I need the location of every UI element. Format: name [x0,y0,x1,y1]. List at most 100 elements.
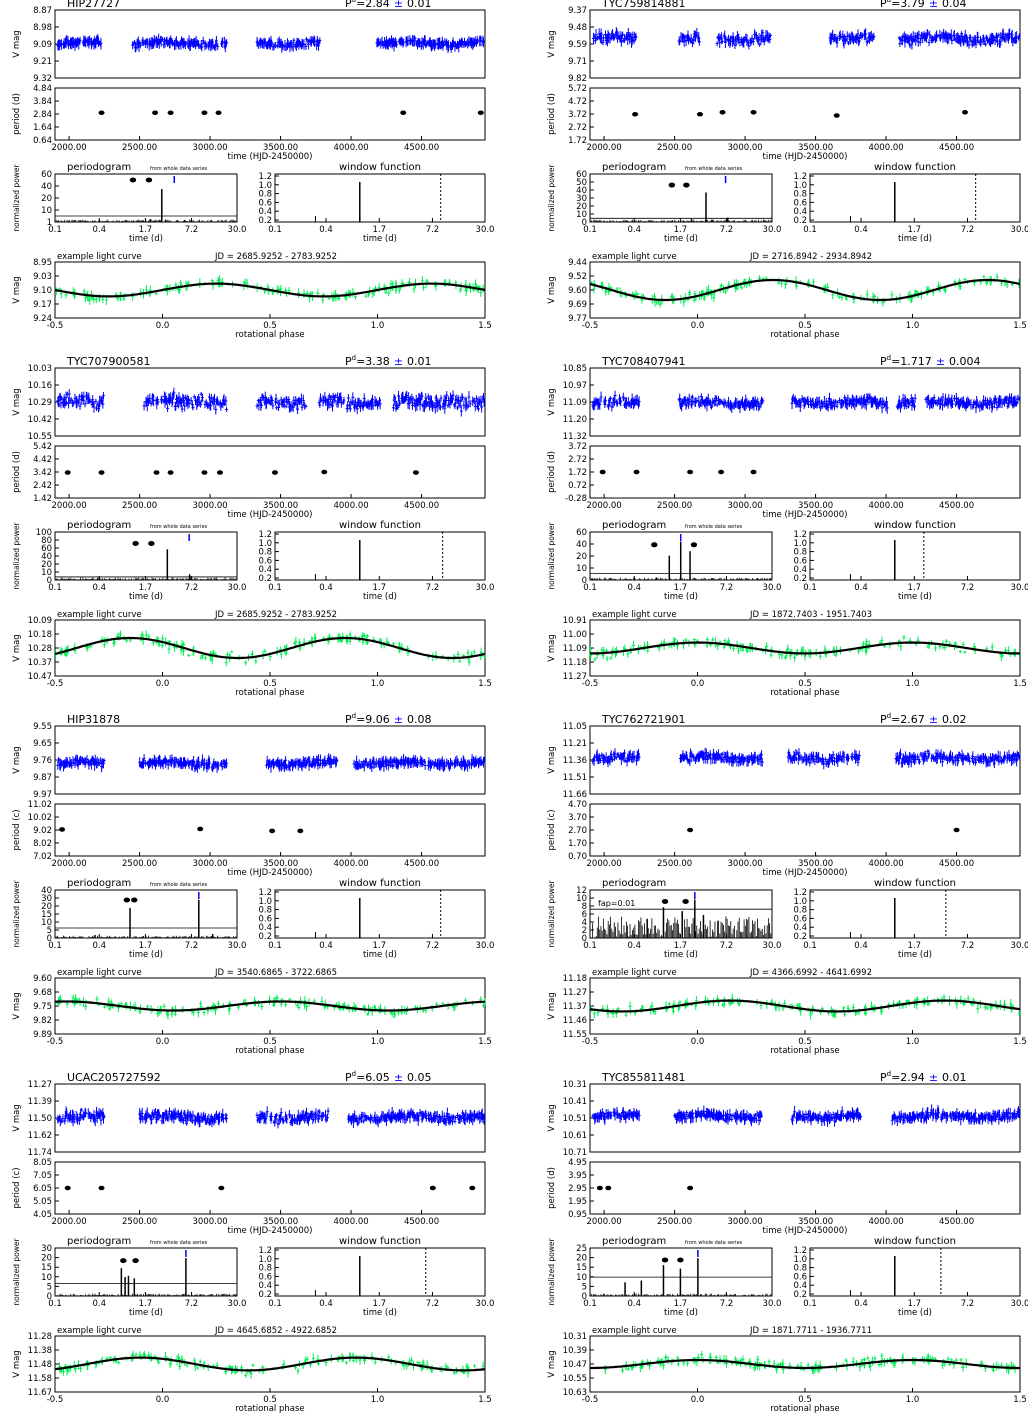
star-name: TYC707900581 [66,355,151,368]
period-point [696,111,703,117]
period-point [215,110,222,116]
pg-ytick-label: 10 [41,568,52,578]
periodogram-harmonic-dot [148,541,155,547]
lc-ytick-label: 10.55 [28,432,52,442]
ex-ytick-label: 9.52 [568,272,587,282]
period-time-frame [54,445,486,499]
periodogram-noise [54,577,237,580]
ex-xtick-label: 0.5 [263,679,277,689]
wf-xtick-label: 0.4 [319,225,333,235]
power-axis-label: normalized power [12,163,21,231]
lc-ytick-label: 10.16 [28,381,52,391]
period-superscript: d [352,354,356,362]
period-point [216,470,223,475]
period-point [201,470,208,475]
periodogram-x-label: time (d) [129,234,163,244]
ex-ytick-label: 9.03 [33,272,52,282]
pr-xtick-label: 3500.00 [263,143,298,153]
period-value: =2.84 [356,0,390,10]
example-light-curve-label: example light curve [592,252,677,262]
period-heading: Pd=2.84 ±0.01 [345,0,432,10]
pr-xtick-label: 3500.00 [263,501,298,511]
wf-xtick-label: 1.7 [373,583,387,593]
wf-xtick-label: 0.1 [803,225,817,235]
lc-ytick-label: 10.97 [563,381,587,391]
wf-ytick-label: 0.6 [793,198,807,208]
window-function-frame [274,531,486,581]
phased-curve-frame [54,619,486,677]
periodogram-title: periodogram [602,162,666,173]
example-jd-range: JD = 2685.9252 - 2783.9252 [214,252,337,262]
phased-points [54,630,487,667]
pr-xtick-label: 4500.00 [404,143,439,153]
pr-ytick-label: 4.84 [33,84,52,94]
wf-xtick-label: 7.2 [426,583,440,593]
period-value: =1.717 [891,355,932,368]
ex-ytick-label: 10.18 [28,630,52,640]
periodogram-subtitle: from whole data series [150,524,208,530]
time-axis-label: time (HJD-2450000) [763,152,848,162]
light-curve-points [56,387,486,417]
lc-ytick-label: 9.32 [33,74,52,84]
pg-ytick-label: 40 [576,186,587,196]
wf-xtick-label: 0.4 [854,225,868,235]
pg-xtick-label: 0.1 [48,583,62,593]
pr-xtick-label: 2000.00 [587,143,622,153]
sinusoid-fit-curve [54,282,486,298]
pg-xtick-label: 0.4 [92,583,106,593]
periodogram-subtitle: from whole data series [685,166,743,172]
pg-xtick-label: 1.7 [139,225,153,235]
ex-ytick-label: 10.28 [28,644,52,654]
period-axis-label: period (d) [12,451,22,493]
lc-ytick-label: 10.85 [563,364,587,374]
period-axis-label: period (d) [12,93,22,135]
period-time-frame [54,87,486,141]
pg-ytick-label: 50 [576,178,587,188]
example-jd-range: JD = 2716.8942 - 2934.8942 [749,252,872,262]
periodogram-noise [54,219,237,222]
ex-ytick-label: 8.95 [33,258,52,268]
phase-axis-label: rotational phase [235,688,304,698]
pr-ytick-label: 3.42 [33,468,52,478]
period-heading: Pd=1.717 ±0.004 [880,354,981,368]
pg-ytick-label: 20 [576,202,587,212]
periodogram-title: periodogram [67,162,131,173]
period-point [750,110,757,115]
period-superscript: d [887,354,891,362]
light-curve-frame [589,9,1021,79]
pr-xtick-label: 2500.00 [122,143,157,153]
period-error: 0.01 [407,355,432,368]
period-error: 0.04 [942,0,967,10]
period-point [833,113,840,118]
time-axis-label: time (HJD-2450000) [228,152,313,162]
periodogram-frame [589,173,773,223]
wf-xtick-label: 0.1 [268,583,282,593]
pg-xtick-label: 0.4 [92,225,106,235]
lc-ytick-label: 10.42 [28,415,52,425]
pr-xtick-label: 4500.00 [404,501,439,511]
vmag-axis-label: V mag [12,276,22,303]
pg-ytick-label: 0 [47,576,52,586]
ex-ytick-label: 9.44 [568,258,587,268]
lc-ytick-label: 8.98 [33,23,52,33]
ex-xtick-label: -0.5 [47,321,64,331]
wf-xtick-label: 1.7 [908,225,922,235]
pr-ytick-label: 2.72 [568,123,587,133]
ex-xtick-label: 1.5 [478,679,492,689]
lc-ytick-label: 9.71 [568,57,587,67]
ex-xtick-label: -0.5 [47,679,64,689]
example-light-curve-label: example light curve [57,610,142,620]
pr-xtick-label: 2500.00 [657,143,692,153]
ex-xtick-label: 1.0 [371,321,385,331]
window-function-frame [809,173,1021,223]
ex-ytick-label: 9.60 [568,286,587,296]
period-point [477,110,484,116]
periodogram-harmonic-dot [683,182,690,188]
period-error: 0.004 [949,355,981,368]
period-time-frame [589,87,1021,141]
time-axis-label: time (HJD-2450000) [228,510,313,520]
pr-ytick-label: 3.72 [568,110,587,120]
pm-symbol: ± [929,0,938,10]
wf-ytick-label: 1.0 [793,181,807,191]
